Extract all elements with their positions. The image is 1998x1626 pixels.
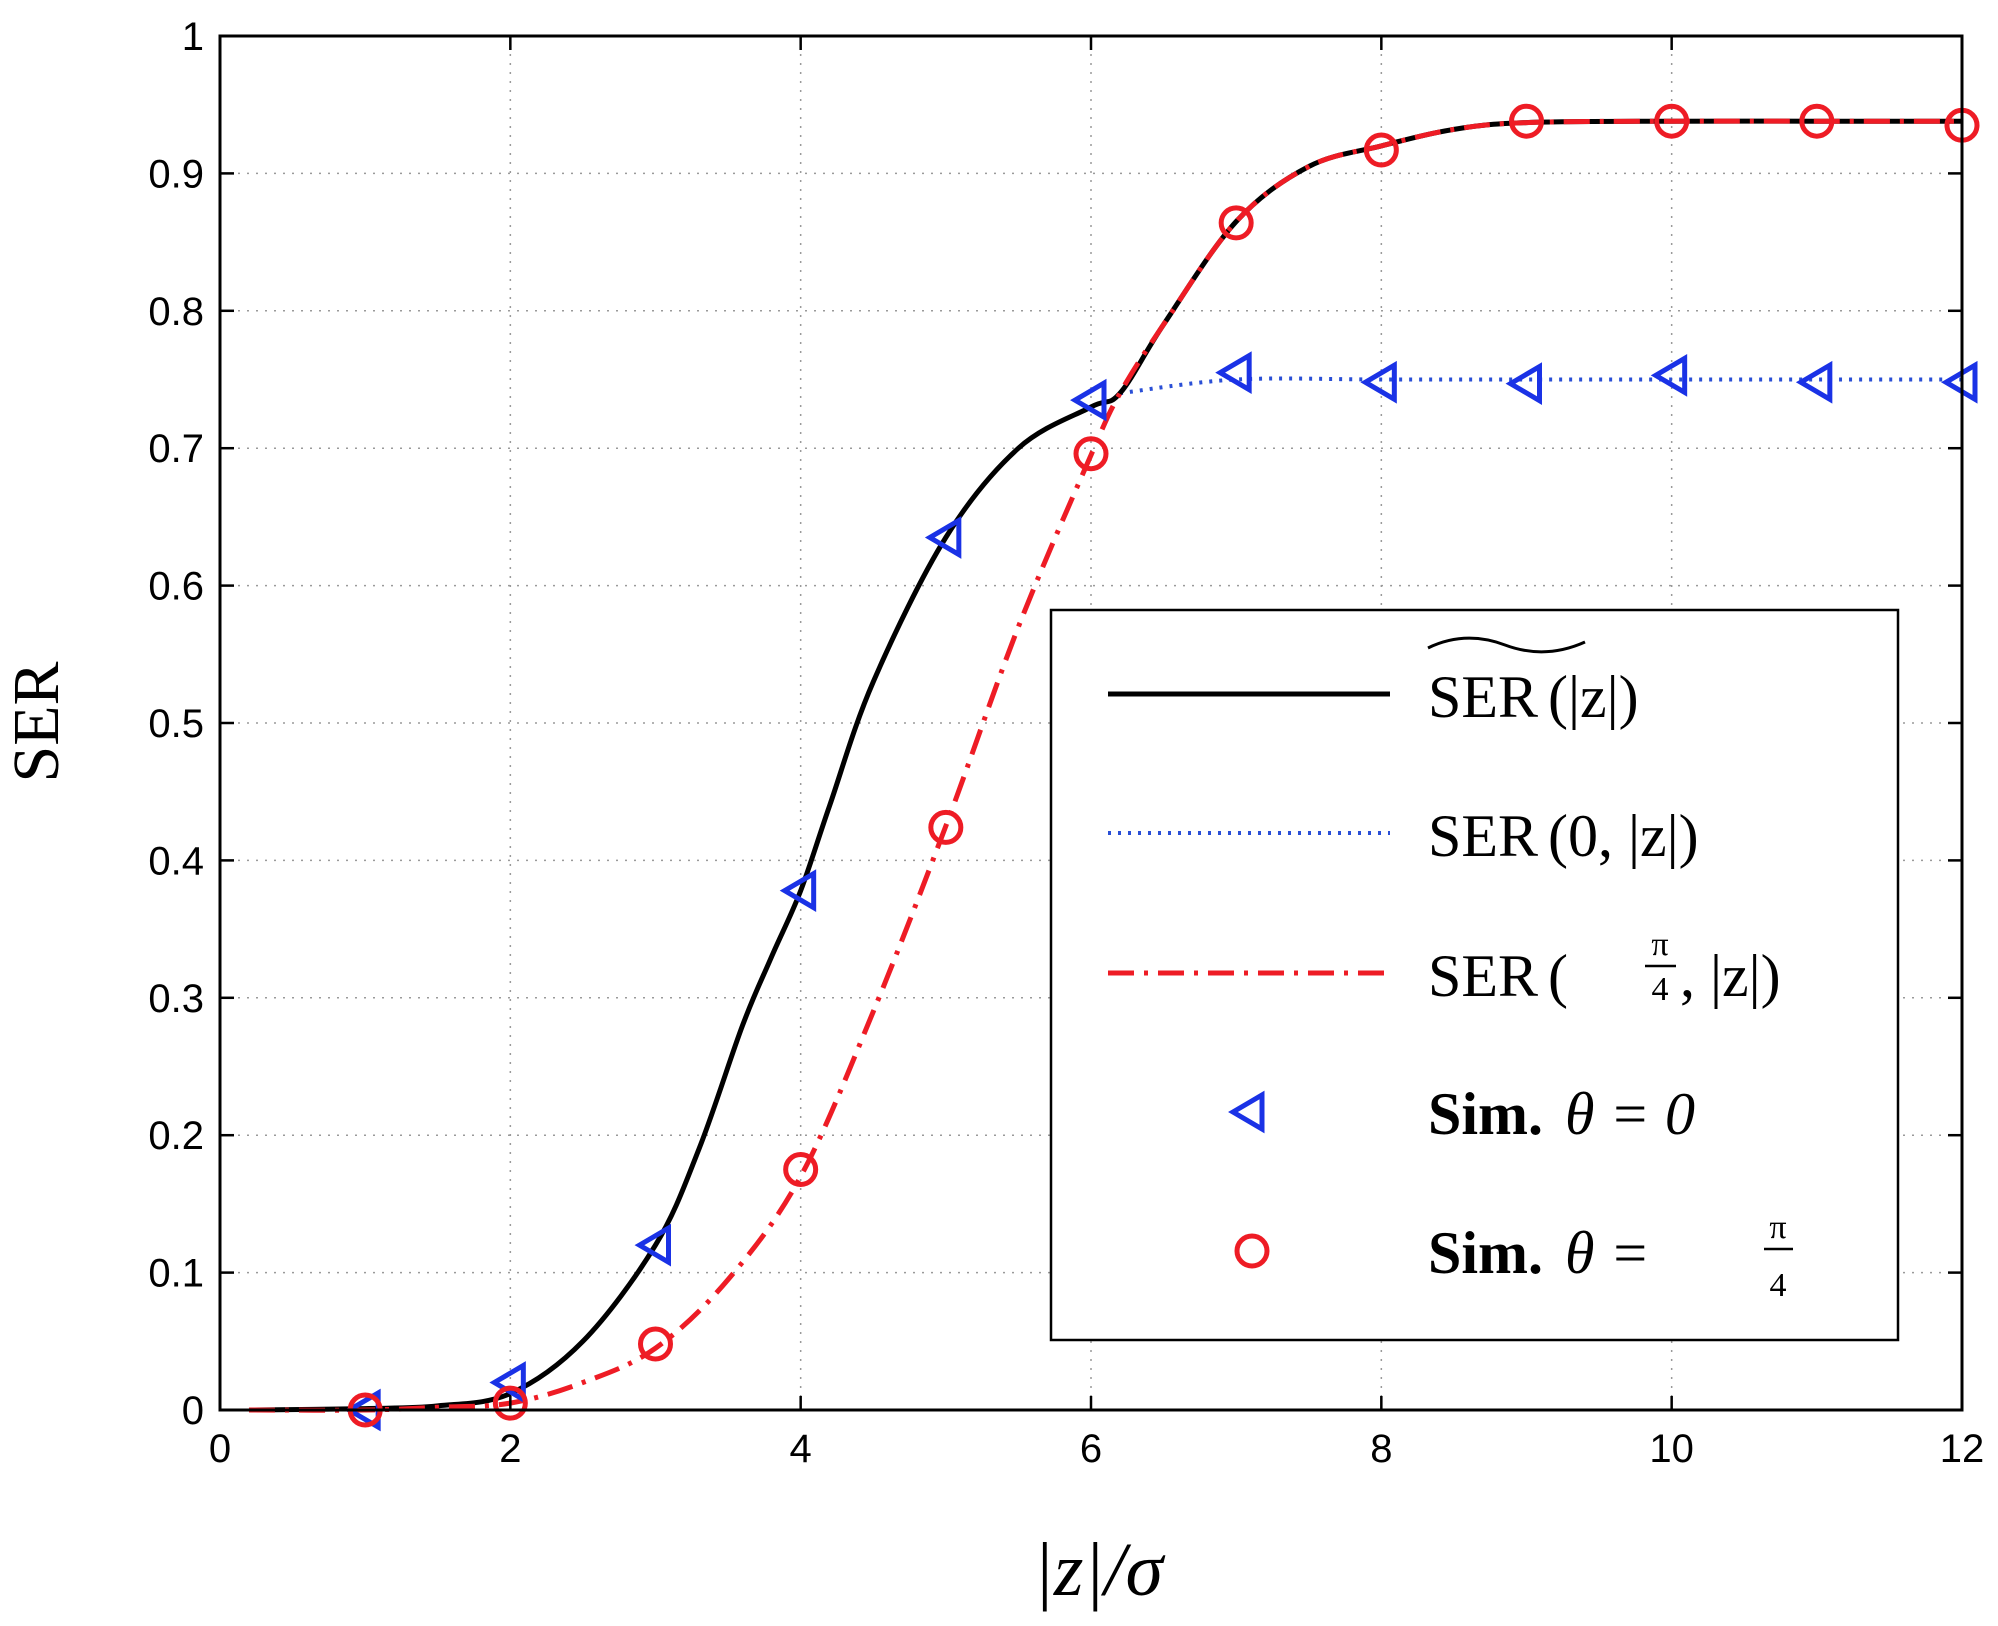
sim-pi4-circle-marker	[1073, 436, 1109, 472]
y-tick-label: 0.4	[148, 839, 204, 883]
sim-0-triangle-marker	[1795, 360, 1833, 404]
legend-label-3-frac-num: π	[1651, 926, 1668, 963]
legend-entry-ser-0: SER (0, |z|)	[1108, 803, 1699, 869]
series-ser-pi4-line	[248, 118, 1962, 1413]
legend-entry-ser-tilde: SER (|z|)	[1108, 636, 1639, 730]
tilde-icon	[1427, 636, 1586, 654]
legend-entry-sim-theta-pi4: Sim. θ = π 4	[1234, 1209, 1793, 1304]
legend-label-2-base: SER	[1428, 803, 1538, 869]
sim-0-triangle-marker	[1650, 354, 1688, 397]
legend-box	[1049, 608, 1900, 1342]
y-tick-label: 0.3	[148, 977, 204, 1021]
sim-pi4-circle-marker	[1363, 132, 1399, 168]
tick-labels: 0 2 4 6 8 10 12 0 0.1 0.2 0.3 0.4 0.5 0.6 0.7 0.8 0.9 1	[148, 15, 1984, 1471]
legend-label-3-frac-den: 4	[1652, 971, 1669, 1008]
legend-label-3-rest: , |z|)	[1680, 943, 1781, 1009]
svg-text:Sim.θ =: Sim. θ =	[1428, 1220, 1650, 1286]
legend-triangle-left-marker	[1228, 1090, 1265, 1134]
y-tick-label: 1	[182, 15, 204, 59]
axis-ticks	[218, 34, 1964, 1412]
x-tick-label: 6	[1080, 1427, 1102, 1471]
x-tick-label: 2	[499, 1427, 521, 1471]
sim-0-triangle-marker	[779, 869, 817, 912]
svg-text:Sim.θ = 0: Sim. θ = 0	[1428, 1081, 1695, 1147]
y-axis-title: SER	[0, 661, 73, 782]
x-tick-label: 8	[1370, 1427, 1392, 1471]
sim-0-triangle-marker	[489, 1361, 526, 1404]
sim-0-triangle-marker	[1505, 362, 1542, 405]
y-tick-label: 0.1	[148, 1252, 204, 1296]
sim-0-triangle-marker	[634, 1223, 671, 1267]
legend-entry-ser-pi4: SER( π 4 , |z|)	[1108, 926, 1781, 1009]
sim-pi4-circle-marker	[1799, 103, 1835, 139]
svg-text:SER(: SER(	[1428, 943, 1568, 1009]
y-tick-label: 0.5	[148, 702, 204, 746]
y-tick-label: 0.6	[148, 565, 204, 609]
sim-pi4-circle-marker	[928, 809, 964, 845]
sim-pi4-circle-marker	[1509, 103, 1544, 139]
legend-label-5-bold: Sim.	[1428, 1220, 1543, 1286]
legend-circle-marker	[1234, 1233, 1270, 1269]
legend-label-1-base: SER	[1428, 664, 1538, 730]
legend-label-5-frac-den: 4	[1770, 1267, 1787, 1304]
x-axis-title: |z|/σ	[1033, 1528, 1165, 1612]
y-tick-label: 0.2	[148, 1114, 204, 1158]
x-tick-label: 4	[790, 1427, 812, 1471]
markers	[344, 103, 1980, 1432]
x-tick-label: 10	[1649, 1427, 1694, 1471]
svg-text:SER(0, |z|): SER (0, |z|)	[1428, 803, 1699, 869]
legend-label-4-bold: Sim.	[1428, 1081, 1543, 1147]
x-tick-label: 12	[1940, 1427, 1985, 1471]
sim-pi4-circle-marker	[638, 1326, 673, 1362]
sim-0-triangle-marker	[924, 516, 962, 559]
y-tick-label: 0.8	[148, 290, 204, 334]
legend-label-5-math: θ =	[1565, 1220, 1650, 1286]
legend-label-2-arg: (0, |z|)	[1548, 803, 1699, 869]
legend-label-1-arg: (|z|)	[1548, 664, 1639, 730]
sim-0-triangle-marker	[1360, 360, 1397, 404]
x-tick-label: 0	[209, 1427, 231, 1471]
svg-text:SER(|z|): SER (|z|)	[1428, 664, 1639, 730]
legend-label-4-math: θ = 0	[1565, 1081, 1695, 1147]
sim-0-triangle-marker	[1215, 351, 1252, 394]
legend-label-3-open: (	[1548, 943, 1568, 1009]
legend-entry-sim-theta-0: Sim. θ = 0	[1228, 1081, 1695, 1147]
legend-label-5-frac-num: π	[1769, 1209, 1786, 1246]
y-tick-label: 0.7	[148, 427, 204, 471]
sim-pi4-circle-marker	[1218, 205, 1254, 241]
sim-0-triangle-marker	[1070, 378, 1107, 422]
y-tick-label: 0	[182, 1389, 204, 1433]
legend-label-3-base: SER	[1428, 943, 1538, 1009]
legend: SER (|z|) SER (0, |z|) SER( π 4 , |z|) Sim	[1049, 608, 1900, 1342]
sim-pi4-circle-marker	[783, 1152, 819, 1188]
sim-pi4-circle-marker	[492, 1385, 528, 1421]
sim-pi4-circle-marker	[1654, 103, 1690, 139]
series-lines	[248, 118, 1962, 1413]
y-tick-label: 0.9	[148, 152, 204, 196]
